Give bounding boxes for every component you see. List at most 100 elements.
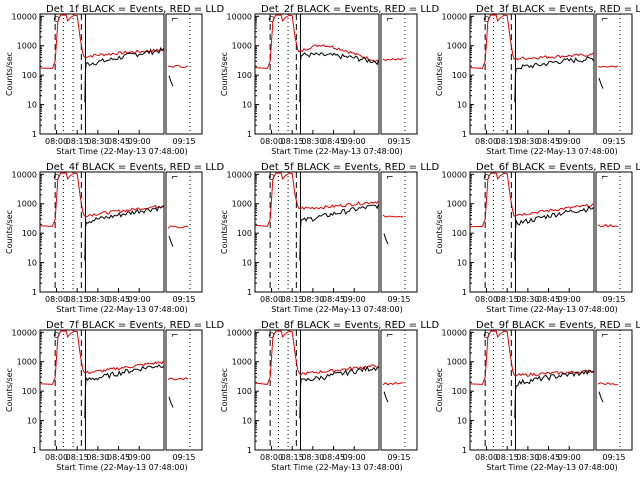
corner-marker: ⌐ — [171, 173, 179, 183]
events-side-segment — [383, 233, 389, 245]
y-tick-label: 1000 — [17, 42, 37, 51]
x-tick-label: 08:45 — [537, 453, 560, 462]
events-side-segment — [598, 391, 604, 403]
x-tick-label: 09:00 — [128, 137, 151, 146]
corner-marker: ⌐ — [601, 173, 609, 183]
corner-marker: ⌐ — [386, 331, 394, 341]
y-tick-label: 1 — [462, 288, 467, 297]
y-tick-label: 1000 — [447, 358, 467, 367]
marker-label: O — [53, 331, 59, 340]
x-tick-label: 08:00 — [260, 453, 283, 462]
lld-side-segment — [167, 377, 189, 381]
corner-marker: ⌐ — [601, 15, 609, 25]
plot-frame — [469, 329, 595, 451]
x-tick-label: 08:00 — [45, 453, 68, 462]
y-axis-label: Counts/sec — [5, 52, 14, 96]
side-panel-frame — [165, 13, 203, 135]
x-tick-label: 09:00 — [558, 453, 581, 462]
y-tick-label: 1 — [32, 446, 37, 455]
y-tick-label: 10000 — [442, 170, 467, 179]
lld-series-line — [254, 330, 379, 385]
y-tick-label: 10 — [27, 259, 37, 268]
y-tick-label: 1000 — [447, 200, 467, 209]
x-tick-label: 08:45 — [107, 137, 130, 146]
lld-series-line — [254, 172, 379, 227]
x-axis-label: Start Time (22-May-13 07:48:00) — [486, 305, 617, 314]
y-axis-label: Counts/sec — [220, 52, 229, 96]
y-tick-label: 10000 — [227, 12, 252, 21]
y-tick-label: 100 — [452, 71, 467, 80]
y-tick-label: 10 — [242, 101, 252, 110]
y-axis-label: Counts/sec — [435, 210, 444, 254]
side-panel-frame — [595, 171, 633, 293]
x-tick-label: 08:30 — [86, 137, 109, 146]
chart-title: Det_9f BLACK = Events, RED = LLD — [476, 320, 640, 331]
corner-marker: ⌐ — [601, 331, 609, 341]
corner-marker: ⌐ — [386, 173, 394, 183]
y-tick-label: 1 — [247, 446, 252, 455]
plot-frame — [39, 329, 165, 451]
x-tick-label: 08:30 — [516, 453, 539, 462]
events-side-segment — [598, 77, 604, 89]
x-tick-label: 08:15 — [281, 295, 304, 304]
chart-title: Det_6f BLACK = Events, RED = LLD — [476, 162, 640, 173]
lld-side-segment — [382, 214, 403, 218]
side-panel-frame — [380, 171, 418, 293]
lld-side-segment — [167, 225, 189, 229]
y-tick-label: 1000 — [17, 200, 37, 209]
y-tick-label: 10 — [457, 259, 467, 268]
corner-marker: ⌐ — [386, 15, 394, 25]
x-axis-label: Start Time (22-May-13 07:48:00) — [56, 305, 187, 314]
side-panel-frame — [165, 171, 203, 293]
chart-panel-5: Det_5f BLACK = Events, RED = LLD 1 10 100 10… — [220, 162, 439, 314]
x-tick-label: 08:00 — [45, 137, 68, 146]
y-axis-label: Counts/sec — [5, 210, 14, 254]
x-tick-label: 09:15 — [387, 137, 410, 146]
x-tick-label: 08:45 — [107, 453, 130, 462]
x-tick-label: 08:30 — [86, 295, 109, 304]
x-tick-label: 08:30 — [86, 453, 109, 462]
y-tick-label: 1 — [247, 130, 252, 139]
events-series-line — [299, 52, 380, 103]
x-axis-label: Start Time (22-May-13 07:48:00) — [271, 147, 402, 156]
x-tick-label: 08:15 — [496, 295, 519, 304]
x-tick-label: 09:15 — [172, 137, 195, 146]
x-tick-label: 08:45 — [322, 295, 345, 304]
y-axis-label: Counts/sec — [435, 52, 444, 96]
lld-side-segment — [597, 65, 619, 68]
y-tick-label: 10000 — [227, 328, 252, 337]
lld-series-line — [469, 172, 594, 228]
plot-frame — [254, 329, 380, 451]
plot-frame — [39, 171, 165, 293]
chart-panel-2: Det_2f BLACK = Events, RED = LLD 1 10 100 10… — [220, 4, 439, 156]
y-tick-label: 1000 — [17, 358, 37, 367]
y-tick-label: 100 — [22, 71, 37, 80]
y-tick-label: 10 — [457, 417, 467, 426]
y-tick-label: 100 — [452, 387, 467, 396]
marker-label: O — [53, 15, 59, 24]
side-panel-frame — [380, 329, 418, 451]
y-axis-label: Counts/sec — [5, 368, 14, 412]
side-panel-frame — [595, 329, 633, 451]
events-series-line — [84, 363, 165, 419]
chart-panel-8: Det_8f BLACK = Events, RED = LLD 1 10 100 10… — [220, 320, 439, 472]
x-tick-label: 09:15 — [602, 137, 625, 146]
events-side-segment — [168, 396, 174, 408]
x-tick-label: 09:00 — [128, 295, 151, 304]
y-axis-label: Counts/sec — [220, 368, 229, 412]
x-tick-label: 09:15 — [172, 295, 195, 304]
marker-label: O — [53, 173, 59, 182]
lld-side-segment — [382, 57, 404, 61]
lld-side-segment — [167, 64, 189, 69]
y-tick-label: 10000 — [12, 12, 37, 21]
x-tick-label: 08:15 — [281, 453, 304, 462]
y-tick-label: 1 — [32, 288, 37, 297]
lld-series-line — [254, 14, 379, 69]
plot-frame — [254, 13, 380, 135]
x-axis-label: Start Time (22-May-13 07:48:00) — [56, 463, 187, 472]
events-series-line — [514, 369, 595, 419]
corner-marker: ⌐ — [171, 331, 179, 341]
x-axis-label: Start Time (22-May-13 07:48:00) — [486, 463, 617, 472]
y-tick-label: 1000 — [232, 42, 252, 51]
